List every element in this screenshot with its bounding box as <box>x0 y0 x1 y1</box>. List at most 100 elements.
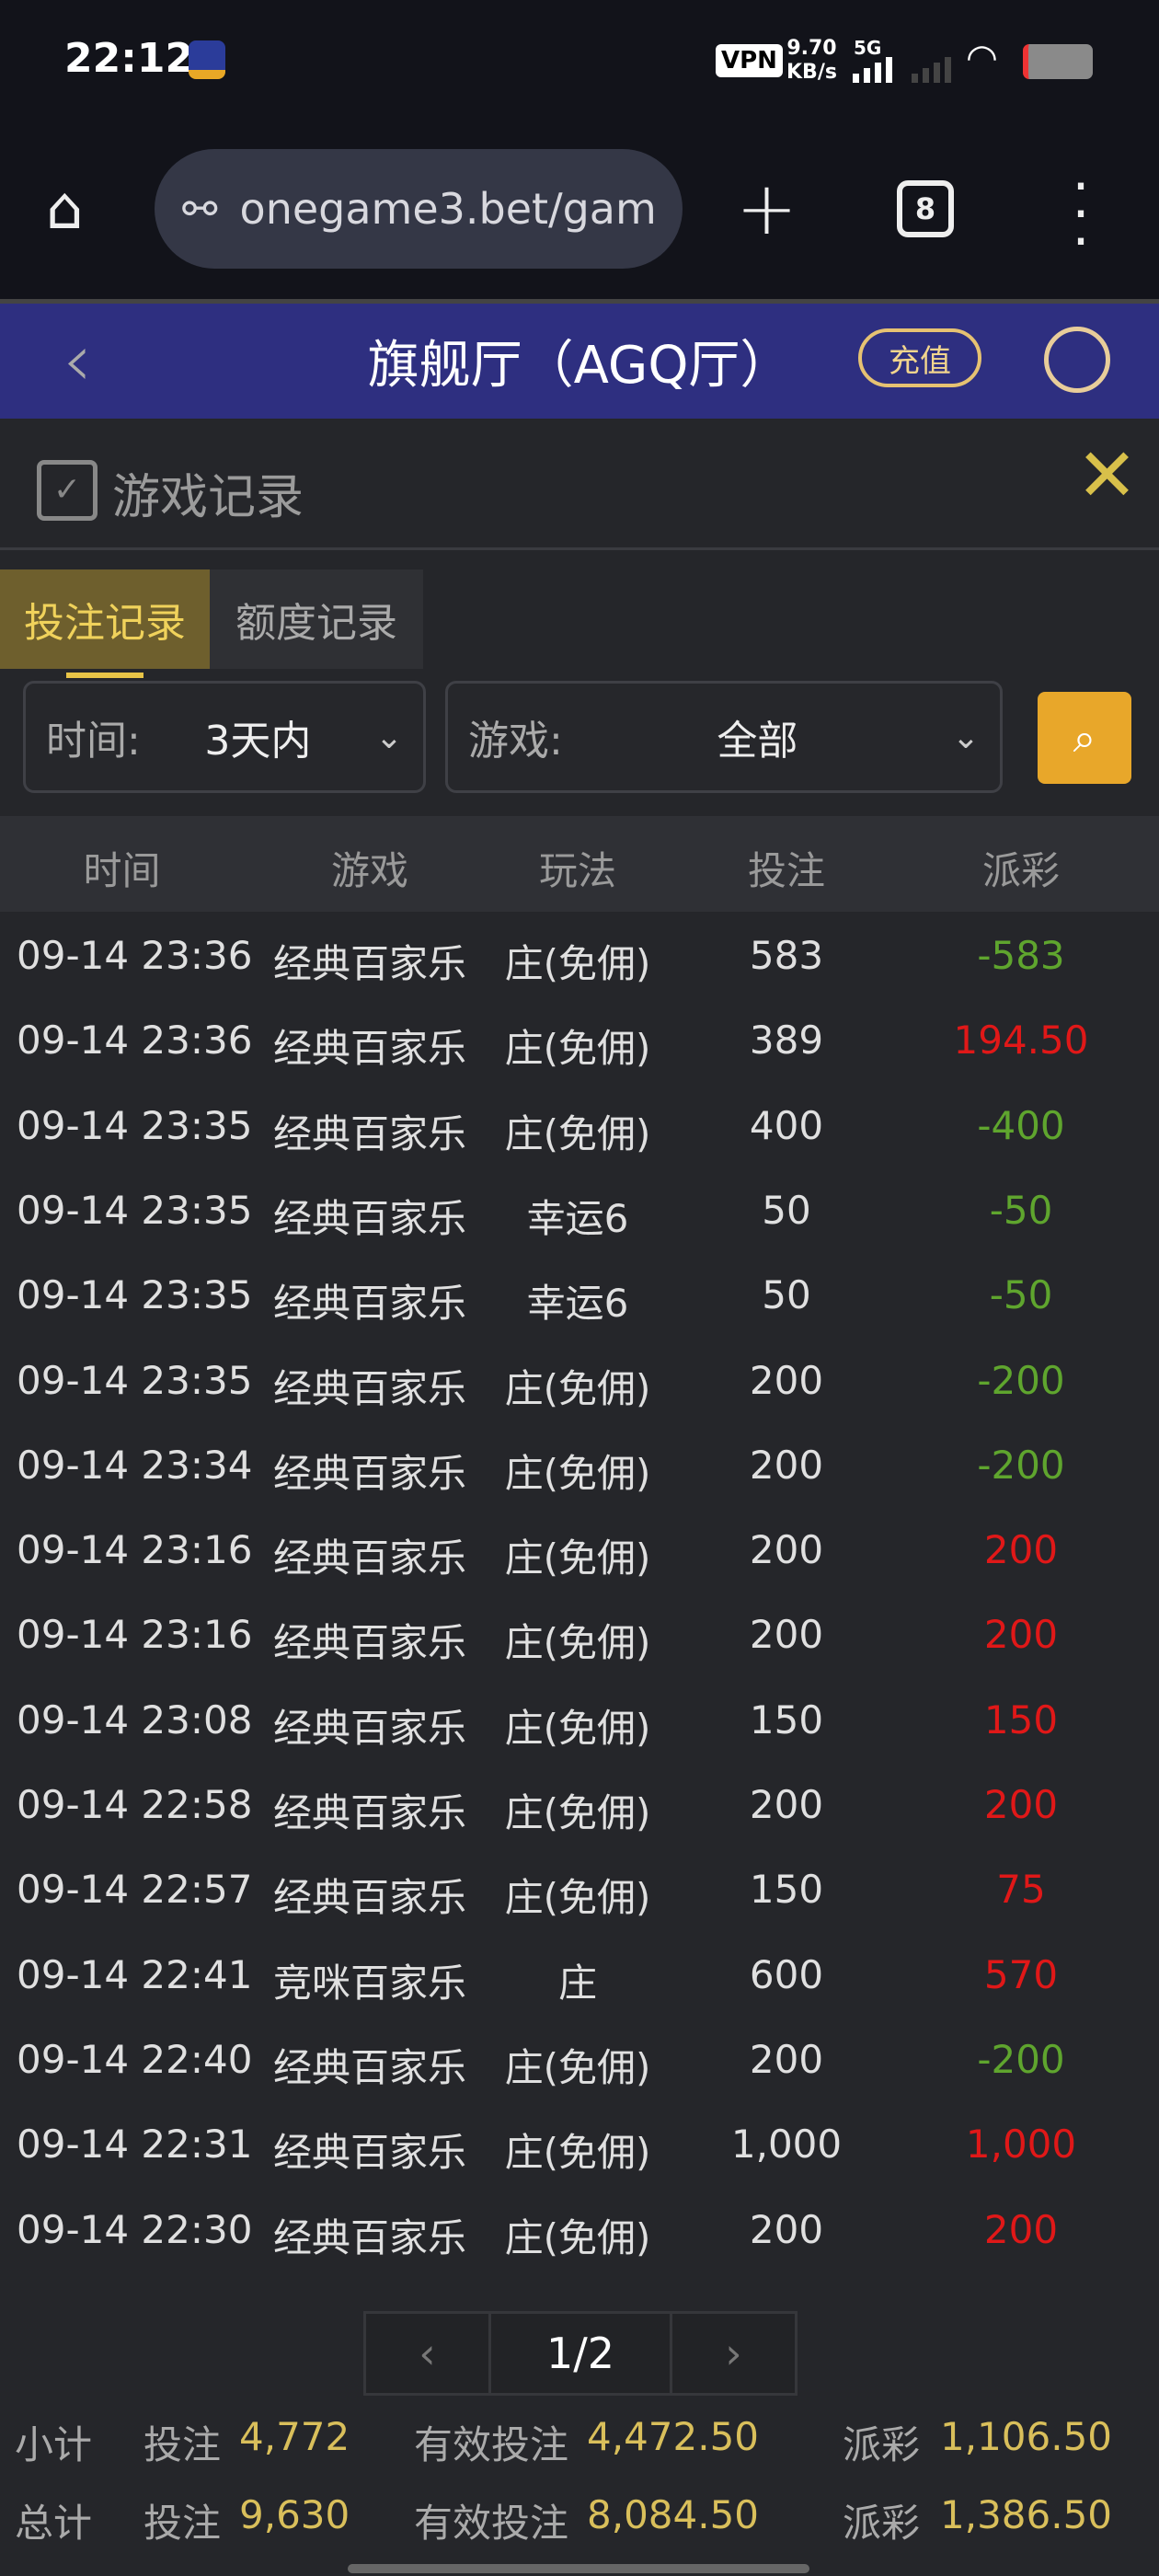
cell-payout: 150 <box>983 1696 1059 1742</box>
valid-bet-value: 8,084.50 <box>587 2492 760 2537</box>
cell-game: 经典百家乐 <box>272 1790 466 1835</box>
tab-switcher-button[interactable]: 8 <box>897 180 954 237</box>
cell-bet: 389 <box>749 1018 824 1064</box>
network-type: 5G <box>854 37 882 59</box>
recharge-button[interactable]: 充值 <box>858 328 981 387</box>
table-row: 09-14 22:31 经典百家乐 庄(免佣) 1,000 1,000 <box>0 2103 1159 2188</box>
cell-play: 幸运6 <box>526 1195 629 1241</box>
game-filter-value: 全部 <box>717 718 798 765</box>
time-filter-select[interactable]: 时间: 3天内 ⌄ <box>23 681 426 793</box>
cell-time: 09-14 23:16 <box>17 1612 253 1658</box>
cell-bet: 200 <box>749 1442 824 1488</box>
game-filter-label: 游戏: <box>468 718 563 765</box>
cell-game: 经典百家乐 <box>272 1281 466 1327</box>
cell-play: 庄(免佣) <box>504 2214 651 2260</box>
cell-game: 经典百家乐 <box>272 1705 466 1751</box>
address-bar[interactable]: ⚯ onegame3.bet/gam <box>155 149 683 269</box>
tab-bet-records[interactable]: 投注记录 <box>0 569 210 678</box>
valid-bet-value: 4,472.50 <box>587 2414 760 2459</box>
gesture-bar[interactable] <box>348 2564 809 2573</box>
cell-payout: -200 <box>977 2036 1065 2082</box>
cell-payout: 200 <box>983 1527 1059 1573</box>
cell-payout: -200 <box>977 1442 1065 1488</box>
site-settings-icon[interactable]: ⚯ <box>182 184 218 234</box>
cell-play: 庄(免佣) <box>504 1875 651 1921</box>
cell-game: 经典百家乐 <box>272 1450 466 1496</box>
cell-time: 09-14 23:35 <box>17 1187 253 1233</box>
subtotal-label: 小计 <box>15 2422 93 2467</box>
column-header-play: 玩法 <box>538 848 616 893</box>
column-header-time: 时间 <box>83 848 161 893</box>
cell-bet: 50 <box>762 1272 811 1318</box>
cell-payout: 200 <box>983 1612 1059 1658</box>
valid-bet-label: 有效投注 <box>414 2501 569 2546</box>
cell-bet: 400 <box>749 1102 824 1148</box>
speed-value: 9.70 <box>786 37 837 60</box>
total-row: 总计 投注 9,630 有效投注 8,084.50 派彩 1,386.50 <box>15 2492 1155 2547</box>
more-menu-icon[interactable]: · · · <box>1072 155 1090 274</box>
cell-payout: 200 <box>983 1782 1059 1827</box>
subtotal-row: 小计 投注 4,772 有效投注 4,472.50 派彩 1,106.50 <box>15 2414 1155 2469</box>
table-row: 09-14 22:30 经典百家乐 庄(免佣) 200 200 <box>0 2189 1159 2273</box>
close-icon[interactable]: ✕ <box>1076 432 1139 518</box>
cell-game: 经典百家乐 <box>272 1026 466 1072</box>
time-filter-value: 3天内 <box>204 718 312 765</box>
table-row: 09-14 23:16 经典百家乐 庄(免佣) 200 200 <box>0 1593 1159 1678</box>
table-row: 09-14 23:35 经典百家乐 幸运6 50 -50 <box>0 1169 1159 1254</box>
column-header-payout: 派彩 <box>981 848 1060 893</box>
cell-time: 09-14 22:41 <box>17 1951 253 1997</box>
bet-label: 投注 <box>143 2422 222 2467</box>
clock: 22:12 <box>64 35 194 82</box>
cell-game: 经典百家乐 <box>272 2214 466 2260</box>
home-icon[interactable]: ⌂ <box>46 175 84 243</box>
cell-time: 09-14 23:16 <box>17 1527 253 1573</box>
clipboard-check-icon: ✓ <box>37 460 98 521</box>
battery-icon <box>1023 44 1093 79</box>
cell-play: 庄 <box>557 1960 597 2006</box>
cell-bet: 583 <box>749 933 824 978</box>
game-filter-select[interactable]: 游戏: 全部 ⌄ <box>445 681 1003 793</box>
cell-time: 09-14 23:35 <box>17 1357 253 1403</box>
cell-play: 庄(免佣) <box>504 2130 651 2176</box>
table-row: 09-14 23:35 经典百家乐 幸运6 50 -50 <box>0 1254 1159 1339</box>
wifi-icon: ◠ <box>966 37 998 79</box>
new-tab-icon[interactable]: + <box>736 166 798 251</box>
cell-payout: -50 <box>989 1187 1053 1233</box>
prev-page-button[interactable]: ‹ <box>419 2329 436 2378</box>
cell-game: 经典百家乐 <box>272 1365 466 1411</box>
speed-unit: KB/s <box>786 61 837 84</box>
cell-bet: 200 <box>749 1612 824 1658</box>
customer-service-icon[interactable] <box>1044 327 1110 393</box>
cell-play: 庄(免佣) <box>504 1365 651 1411</box>
chevron-down-icon: ⌄ <box>951 718 980 756</box>
payout-label: 派彩 <box>843 2422 921 2467</box>
table-row: 09-14 23:36 经典百家乐 庄(免佣) 389 194.50 <box>0 999 1159 1084</box>
cell-payout: -583 <box>977 933 1065 978</box>
back-icon[interactable]: ‹ <box>63 317 92 403</box>
cell-bet: 200 <box>749 1782 824 1827</box>
cell-game: 经典百家乐 <box>272 2130 466 2176</box>
cell-time: 09-14 23:36 <box>17 933 253 978</box>
cell-play: 庄(免佣) <box>504 1535 651 1581</box>
cell-game: 经典百家乐 <box>272 1110 466 1156</box>
cell-time: 09-14 22:58 <box>17 1782 253 1827</box>
cell-game: 竞咪百家乐 <box>272 1960 466 2006</box>
table-row: 09-14 23:35 经典百家乐 庄(免佣) 200 -200 <box>0 1340 1159 1424</box>
cell-bet: 150 <box>749 1867 824 1913</box>
next-page-button[interactable]: › <box>725 2329 742 2378</box>
cell-bet: 50 <box>762 1187 811 1233</box>
cell-game: 经典百家乐 <box>272 941 466 986</box>
cell-time: 09-14 23:08 <box>17 1696 253 1742</box>
vpn-icon: VPN <box>716 44 783 77</box>
table-row: 09-14 22:41 竞咪百家乐 庄 600 570 <box>0 1934 1159 2018</box>
cell-payout: -50 <box>989 1272 1053 1318</box>
cell-play: 庄(免佣) <box>504 1705 651 1751</box>
pagination: ‹ 1/2 › <box>363 2311 798 2396</box>
page-indicator: 1/2 <box>488 2314 672 2393</box>
column-header-bet: 投注 <box>747 848 825 893</box>
cell-bet: 1,000 <box>730 2122 843 2168</box>
cell-game: 经典百家乐 <box>272 1195 466 1241</box>
search-button[interactable]: ⌕ <box>1038 692 1131 784</box>
table-row: 09-14 23:08 经典百家乐 庄(免佣) 150 150 <box>0 1679 1159 1764</box>
tab-credit-records[interactable]: 额度记录 <box>210 569 423 669</box>
